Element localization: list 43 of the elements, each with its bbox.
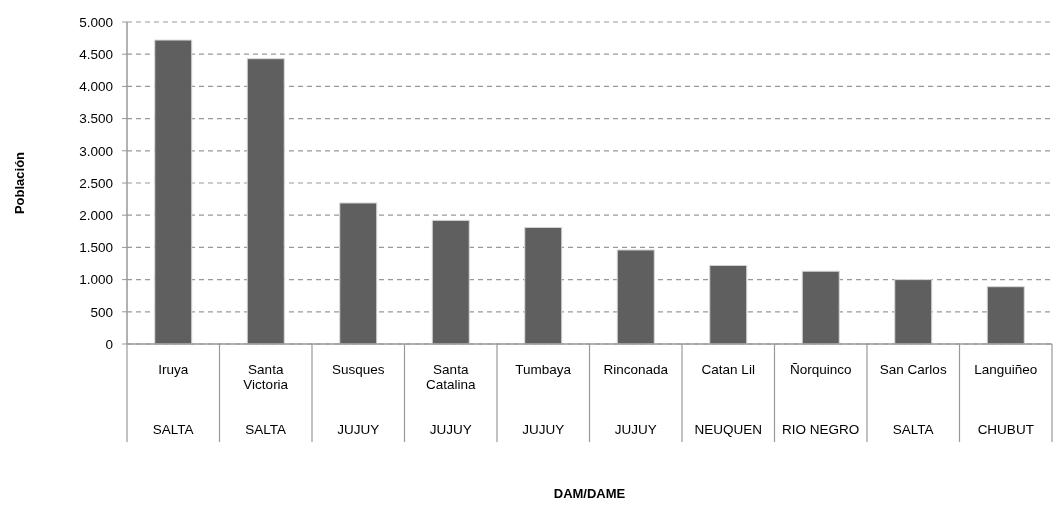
y-tick-label: 3.000 bbox=[79, 143, 113, 159]
x-tick-label: Languiñeo bbox=[974, 362, 1038, 377]
y-tick-label: 1.500 bbox=[79, 240, 113, 256]
text: RIO NEGRO bbox=[782, 422, 860, 437]
x-tick-label: Susques bbox=[331, 362, 385, 377]
text: JUJUY bbox=[337, 422, 380, 437]
x-tick-label: Ñorquinco bbox=[789, 362, 852, 377]
bar bbox=[524, 226, 563, 345]
bar bbox=[616, 249, 655, 345]
y-tick-label: 5.000 bbox=[79, 14, 113, 30]
x-tick-label: Iruya bbox=[158, 362, 189, 377]
text: SALTA bbox=[152, 422, 194, 437]
y-tick-label: 1.000 bbox=[79, 272, 113, 288]
bar bbox=[246, 58, 285, 345]
y-axis-title: Población bbox=[12, 151, 27, 215]
y-tick-label: 500 bbox=[90, 304, 113, 320]
text: SALTA bbox=[245, 422, 287, 437]
text: SALTA bbox=[892, 422, 934, 437]
text: NEUQUEN bbox=[694, 422, 763, 437]
bar bbox=[986, 286, 1025, 345]
bar bbox=[431, 219, 470, 345]
bar bbox=[339, 202, 378, 345]
bar bbox=[894, 279, 933, 345]
y-tick-label: 4.000 bbox=[79, 79, 113, 95]
x-tick-label: Santa Catalina bbox=[425, 362, 477, 392]
text: JUJUY bbox=[614, 422, 657, 437]
text: JUJUY bbox=[429, 422, 472, 437]
x-tick-label: San Carlos bbox=[879, 362, 947, 377]
x-tick-label: Catan Lil bbox=[701, 362, 755, 377]
y-tick-label: 2.500 bbox=[79, 175, 113, 191]
text: CHUBUT bbox=[977, 422, 1034, 437]
bar bbox=[154, 39, 193, 345]
y-tick-label: 0 bbox=[105, 336, 113, 352]
x-tick-label: Tumbaya bbox=[515, 362, 572, 377]
text: DAM/DAME bbox=[553, 486, 626, 501]
bar bbox=[801, 270, 840, 345]
y-tick-label: 2.000 bbox=[79, 207, 113, 223]
x-tick-label: Santa Victoria bbox=[243, 362, 289, 392]
text: JUJUY bbox=[522, 422, 565, 437]
bar bbox=[709, 264, 748, 345]
y-tick-label: 3.500 bbox=[79, 111, 113, 127]
x-tick-label: Rinconada bbox=[603, 362, 669, 377]
y-tick-label: 4.500 bbox=[79, 46, 113, 62]
